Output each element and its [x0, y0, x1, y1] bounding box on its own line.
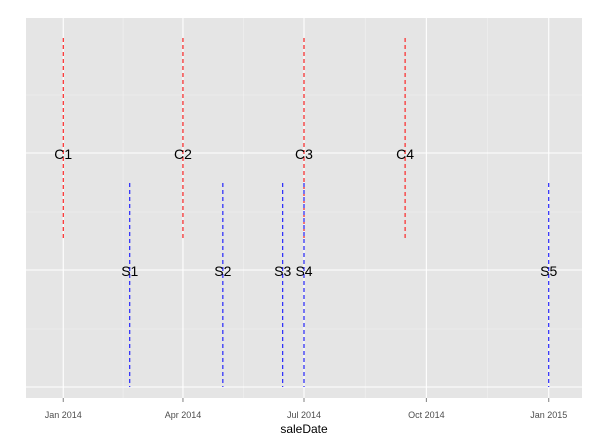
- label-s3: S3: [274, 263, 291, 279]
- label-c2: C2: [174, 146, 192, 162]
- x-tick-label: Jan 2014: [45, 410, 82, 420]
- label-c3: C3: [295, 146, 313, 162]
- label-layer: C1 C2 C3 C4 S1 S2 S3 S4 S5: [54, 146, 557, 279]
- label-s4: S4: [295, 263, 312, 279]
- label-c1: C1: [54, 146, 72, 162]
- label-s1: S1: [121, 263, 138, 279]
- series-layer: [62, 38, 550, 387]
- x-axis-title: saleDate: [280, 422, 328, 436]
- label-s2: S2: [214, 263, 231, 279]
- x-axis: Jan 2014 Apr 2014 Jul 2014 Oct 2014 Jan 2015: [45, 398, 567, 420]
- x-tick-label: Jan 2015: [530, 410, 567, 420]
- x-tick-label: Oct 2014: [408, 410, 445, 420]
- label-s5: S5: [540, 263, 557, 279]
- x-tick-label: Jul 2014: [287, 410, 321, 420]
- label-c4: C4: [396, 146, 414, 162]
- x-tick-label: Apr 2014: [165, 410, 202, 420]
